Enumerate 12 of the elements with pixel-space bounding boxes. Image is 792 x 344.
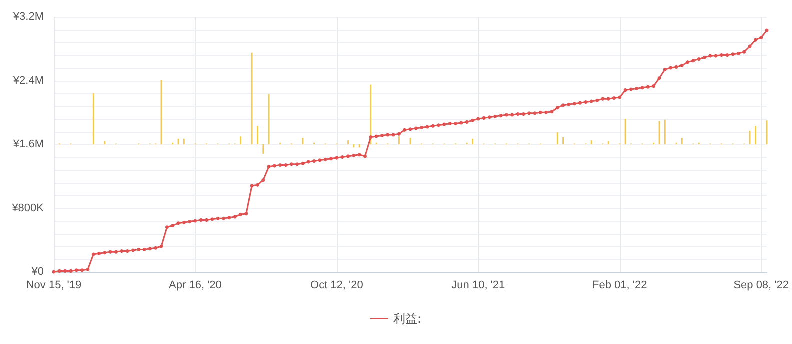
y-tick-label: ¥2.4M — [12, 74, 44, 87]
legend-label: 利益: — [393, 312, 422, 326]
y-tick-label: ¥800K — [11, 202, 45, 214]
x-tick-label: Apr 16, '20 — [169, 280, 222, 292]
y-tick-label: ¥1.6M — [12, 138, 44, 150]
x-tick-label: Feb 01, '22 — [592, 280, 648, 292]
y-tick-label: ¥3.2M — [12, 11, 44, 23]
x-tick-label: Jun 10, '21 — [452, 280, 506, 292]
x-tick-label: Sep 08, '22 — [734, 280, 789, 292]
x-tick-label: Oct 12, '20 — [310, 280, 364, 292]
x-tick-label: Nov 15, '19 — [26, 280, 82, 292]
y-tick-label: ¥0 — [30, 266, 44, 278]
